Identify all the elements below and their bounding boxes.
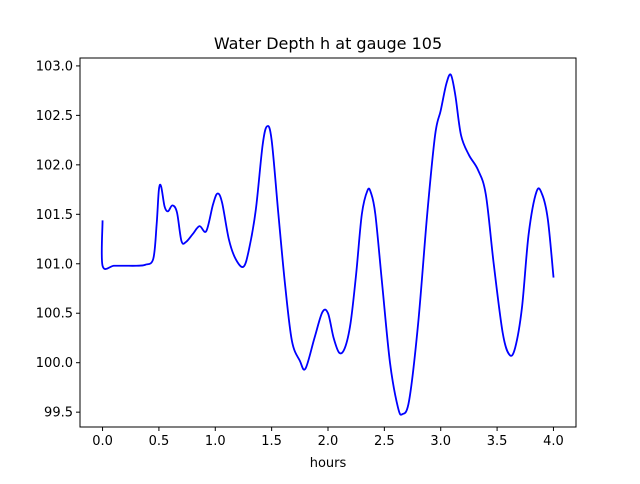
x-tick-label: 2.5 xyxy=(374,434,395,449)
x-axis-ticks: 0.0 0.5 1.0 1.5 2.0 2.5 3.0 3.5 4.0 xyxy=(92,427,564,449)
x-tick-label: 2.0 xyxy=(318,434,339,449)
chart-title: Water Depth h at gauge 105 xyxy=(214,34,442,53)
y-tick-label: 102.5 xyxy=(36,109,73,124)
y-tick-label: 103.0 xyxy=(36,59,73,74)
y-tick-label: 100.5 xyxy=(36,307,73,322)
x-tick-label: 3.5 xyxy=(487,434,508,449)
axes-frame xyxy=(79,57,577,428)
y-tick-label: 100.0 xyxy=(36,356,73,371)
x-axis-label: hours xyxy=(310,456,347,471)
y-tick-label: 102.0 xyxy=(36,158,73,173)
plot-area xyxy=(100,73,555,416)
series-line xyxy=(100,73,555,416)
x-tick-label: 0.5 xyxy=(149,434,170,449)
y-tick-label: 101.0 xyxy=(36,257,73,272)
x-tick-label: 0.0 xyxy=(92,434,113,449)
x-tick-label: 1.5 xyxy=(261,434,282,449)
y-tick-label: 101.5 xyxy=(36,208,73,223)
x-tick-label: 1.0 xyxy=(205,434,226,449)
x-tick-label: 4.0 xyxy=(543,434,564,449)
x-tick-label: 3.0 xyxy=(430,434,451,449)
y-tick-label: 99.5 xyxy=(44,406,73,421)
y-axis-ticks: 99.5 100.0 100.5 101.0 101.5 102.0 102.5 103.0 xyxy=(36,59,80,421)
